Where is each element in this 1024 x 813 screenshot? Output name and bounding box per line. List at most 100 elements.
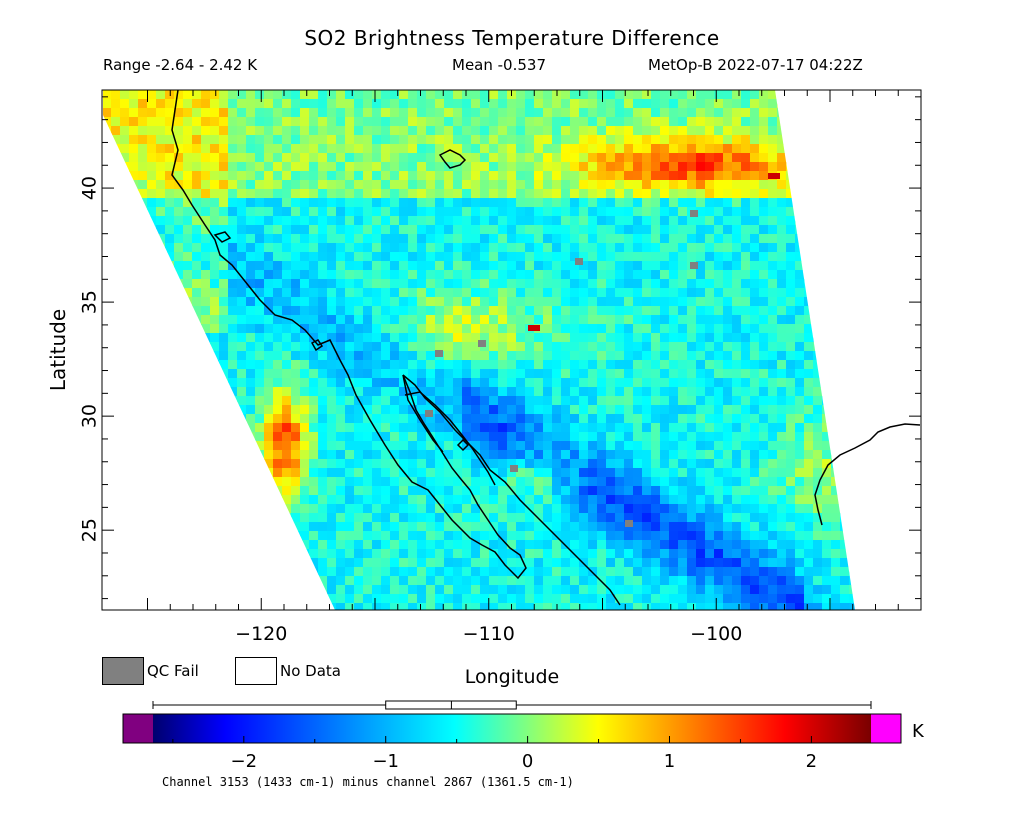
swath-pixel xyxy=(840,189,850,199)
swath-pixel xyxy=(543,243,553,253)
swath-pixel xyxy=(624,396,634,406)
swath-pixel xyxy=(498,162,508,172)
swath-pixel xyxy=(255,522,265,532)
swath-pixel xyxy=(588,270,598,280)
swath-pixel xyxy=(723,225,733,235)
swath-pixel xyxy=(156,522,166,532)
swath-pixel xyxy=(678,423,688,433)
swath-pixel xyxy=(894,216,904,226)
swath-pixel xyxy=(228,243,238,253)
swath-pixel xyxy=(579,333,589,343)
swath-pixel xyxy=(381,522,391,532)
swath-pixel xyxy=(219,432,229,442)
swath-pixel xyxy=(642,477,652,487)
swath-pixel xyxy=(615,243,625,253)
swath-pixel xyxy=(453,216,463,226)
swath-pixel xyxy=(462,225,472,235)
swath-pixel xyxy=(822,198,832,208)
swath-pixel xyxy=(264,216,274,226)
swath-pixel xyxy=(417,558,427,568)
swath-pixel xyxy=(867,504,877,514)
swath-pixel xyxy=(201,297,211,307)
swath-pixel xyxy=(480,450,490,460)
swath-pixel xyxy=(885,126,895,136)
swath-pixel xyxy=(543,558,553,568)
swath-pixel xyxy=(912,342,922,352)
swath-pixel xyxy=(759,99,769,109)
swath-pixel xyxy=(390,162,400,172)
swath-pixel xyxy=(156,351,166,361)
swath-pixel xyxy=(534,162,544,172)
swath-pixel xyxy=(813,135,823,145)
swath-pixel xyxy=(273,558,283,568)
swath-pixel xyxy=(894,531,904,541)
swath-pixel xyxy=(597,252,607,262)
swath-pixel xyxy=(849,288,855,298)
swath-pixel xyxy=(426,378,436,388)
swath-pixel xyxy=(714,117,724,127)
swath-pixel xyxy=(768,567,778,577)
swath-pixel xyxy=(543,270,553,280)
swath-pixel xyxy=(111,108,121,118)
swath-pixel xyxy=(138,531,148,541)
swath-pixel xyxy=(327,270,337,280)
swath-pixel xyxy=(345,369,355,379)
swath-pixel xyxy=(507,288,517,298)
swath-pixel xyxy=(840,369,850,379)
swath-pixel xyxy=(894,180,904,190)
swath-pixel xyxy=(471,576,481,586)
swath-pixel xyxy=(480,531,490,541)
swath-pixel xyxy=(561,576,571,586)
swath-pixel xyxy=(129,108,139,118)
swath-pixel xyxy=(273,522,283,532)
swath-pixel xyxy=(615,450,625,460)
swath-pixel xyxy=(210,306,220,316)
swath-pixel xyxy=(120,243,130,253)
swath-pixel xyxy=(804,549,814,559)
swath-pixel xyxy=(696,234,706,244)
swath-pixel xyxy=(237,405,247,415)
swath-pixel xyxy=(246,270,256,280)
swath-pixel xyxy=(795,414,805,424)
swath-pixel xyxy=(237,135,247,145)
swath-pixel xyxy=(732,333,742,343)
swath-pixel xyxy=(660,540,670,550)
swath-pixel xyxy=(606,414,616,424)
swath-pixel xyxy=(615,504,625,514)
swath-pixel xyxy=(777,477,787,487)
swath-pixel xyxy=(885,297,895,307)
swath-pixel xyxy=(624,288,634,298)
swath-pixel xyxy=(138,108,148,118)
swath-pixel xyxy=(282,342,292,352)
swath-pixel xyxy=(201,450,211,460)
swath-pixel xyxy=(813,369,823,379)
swath-pixel xyxy=(435,315,445,325)
swath-pixel xyxy=(255,225,265,235)
swath-pixel xyxy=(741,450,751,460)
swath-pixel xyxy=(534,450,544,460)
swath-pixel xyxy=(147,144,157,154)
swath-pixel xyxy=(103,261,112,271)
swath-pixel xyxy=(768,387,778,397)
swath-pixel xyxy=(453,342,463,352)
swath-pixel xyxy=(291,297,301,307)
swath-pixel xyxy=(246,504,256,514)
swath-pixel xyxy=(165,99,175,109)
swath-pixel xyxy=(525,468,535,478)
swath-pixel xyxy=(831,387,841,397)
swath-pixel xyxy=(831,477,841,487)
swath-pixel xyxy=(732,171,742,181)
swath-pixel xyxy=(318,126,328,136)
swath-pixel xyxy=(480,207,490,217)
swath-pixel xyxy=(354,360,364,370)
swath-pixel xyxy=(606,180,616,190)
swath-pixel xyxy=(129,387,139,397)
swath-pixel xyxy=(363,387,373,397)
swath-pixel xyxy=(462,297,472,307)
swath-pixel xyxy=(354,306,364,316)
swath-pixel xyxy=(408,126,418,136)
swath-pixel xyxy=(471,261,481,271)
swath-pixel xyxy=(354,324,364,334)
swath-pixel xyxy=(705,333,715,343)
swath-pixel xyxy=(876,567,886,577)
